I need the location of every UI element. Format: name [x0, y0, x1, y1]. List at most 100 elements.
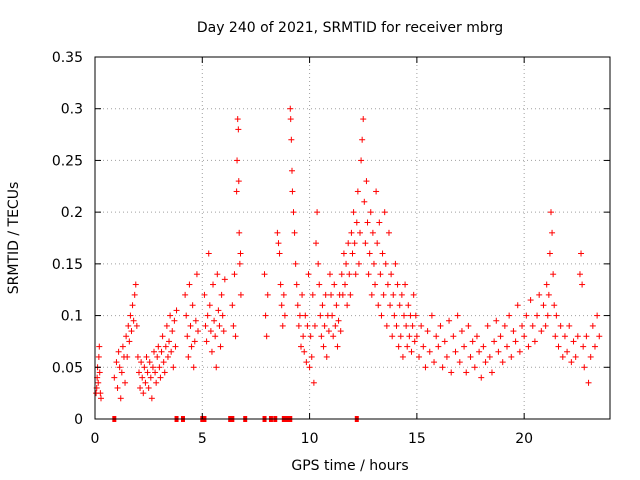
data-point: [335, 317, 342, 324]
data-point: [341, 281, 348, 288]
data-point: [366, 250, 373, 257]
data-point: [212, 333, 219, 340]
data-point: [295, 322, 302, 329]
data-point: [437, 322, 444, 329]
data-point: [338, 271, 345, 278]
data-point: [401, 312, 407, 319]
data-point: [570, 338, 577, 345]
data-point: [308, 353, 315, 360]
data-point: [300, 333, 307, 340]
data-point: [152, 369, 159, 376]
data-point: [392, 260, 399, 267]
data-point: [439, 364, 446, 371]
data-point: [448, 369, 455, 376]
data-point: [139, 374, 146, 381]
y-tick-label: 0.25: [52, 153, 83, 169]
data-point: [402, 281, 409, 288]
data-point: [418, 322, 425, 329]
data-point: [113, 359, 120, 366]
data-point: [452, 348, 459, 355]
data-point: [566, 322, 573, 329]
data-point: [293, 281, 300, 288]
data-point: [234, 116, 241, 123]
data-point: [290, 209, 297, 216]
y-tick-label: 0.35: [52, 50, 83, 66]
data-point: [473, 333, 480, 340]
y-tick-label: 0.2: [61, 205, 83, 221]
data-point: [132, 281, 139, 288]
data-point: [587, 353, 594, 360]
data-point: [456, 359, 463, 366]
data-point: [387, 302, 394, 309]
data-point: [433, 333, 440, 340]
data-point: [521, 333, 528, 340]
data-point: [143, 353, 150, 360]
data-point: [564, 348, 571, 355]
data-point: [365, 271, 372, 278]
data-point: [583, 333, 590, 340]
data-point: [161, 369, 168, 376]
data-point: [314, 209, 321, 216]
data-point: [296, 312, 303, 319]
data-point: [362, 240, 369, 247]
data-point: [317, 312, 324, 319]
data-point: [354, 188, 361, 195]
data-point: [389, 333, 396, 340]
data-point: [370, 260, 377, 267]
data-point: [416, 353, 423, 360]
data-point: [420, 343, 427, 350]
data-point: [385, 229, 392, 236]
data-point: [538, 328, 545, 335]
data-point: [559, 353, 566, 360]
data-point: [331, 281, 338, 288]
data-point: [328, 291, 335, 298]
data-point: [313, 240, 320, 247]
data-point: [381, 209, 388, 216]
data-point: [578, 250, 585, 257]
data-point: [193, 271, 200, 278]
data-point: [497, 333, 504, 340]
data-point: [135, 369, 142, 376]
data-point: [376, 219, 383, 226]
data-point: [512, 338, 519, 345]
data-point: [426, 348, 433, 355]
data-point: [555, 343, 562, 350]
data-point: [237, 250, 244, 257]
data-point: [346, 271, 353, 278]
data-point: [311, 322, 318, 329]
data-point: [163, 322, 170, 329]
data-point: [116, 364, 123, 371]
data-point: [119, 343, 126, 350]
data-point: [205, 250, 212, 257]
data-point: [469, 338, 476, 345]
data-point: [262, 312, 269, 319]
data-point: [353, 219, 360, 226]
data-point: [315, 260, 322, 267]
data-point: [450, 333, 457, 340]
data-point: [125, 322, 132, 329]
data-point: [527, 297, 534, 304]
data-point: [591, 343, 598, 350]
data-point: [482, 359, 489, 366]
data-point: [292, 260, 299, 267]
data-point: [399, 353, 406, 360]
data-point: [463, 369, 470, 376]
data-point: [398, 291, 405, 298]
data-point: [236, 260, 243, 267]
data-point: [123, 333, 130, 340]
data-point: [203, 338, 210, 345]
data-point: [277, 281, 284, 288]
data-point: [187, 322, 194, 329]
data-point: [391, 312, 398, 319]
data-point: [130, 317, 137, 324]
data-point: [413, 333, 420, 340]
plot-frame: [94, 56, 611, 420]
x-tick-labels: 0 5 10 15 20: [91, 431, 534, 447]
data-point: [126, 338, 133, 345]
data-point: [320, 343, 327, 350]
data-point: [323, 353, 330, 360]
data-point: [488, 369, 495, 376]
data-point: [557, 322, 564, 329]
data-point: [131, 291, 138, 298]
data-point: [206, 302, 213, 309]
